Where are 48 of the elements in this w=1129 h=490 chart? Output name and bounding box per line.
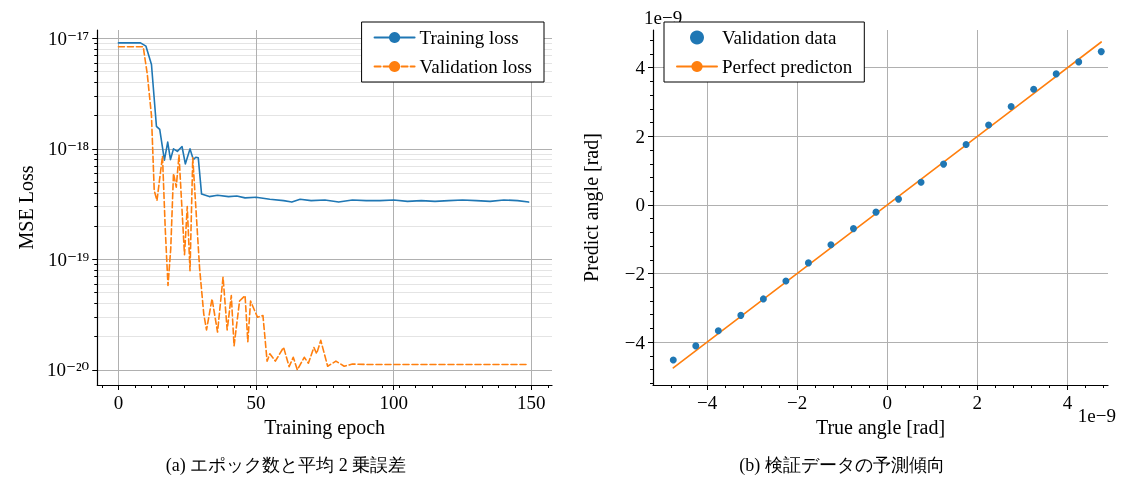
y-tick-label: −4 — [624, 331, 646, 353]
point — [759, 295, 767, 303]
x-tick-label: −4 — [696, 392, 718, 413]
point — [669, 356, 677, 364]
point — [1075, 58, 1083, 66]
point — [737, 311, 745, 319]
point — [804, 259, 812, 267]
point — [917, 178, 925, 186]
point — [1007, 102, 1015, 110]
x-tick-label: 50 — [246, 392, 266, 413]
legend-label: Validation data — [722, 27, 838, 48]
x-tick-label: −2 — [787, 392, 808, 413]
legend-label: Perfect predicton — [722, 56, 853, 77]
point — [985, 121, 993, 129]
text: 1e−9 — [1077, 405, 1117, 426]
y-tick-label: 0 — [635, 194, 645, 216]
y-tick-label: 4 — [635, 57, 646, 79]
y-tick-label: 10⁻¹⁷ — [47, 27, 90, 49]
x-tick-label: 0 — [882, 392, 893, 413]
point — [1052, 70, 1060, 78]
point — [962, 141, 970, 149]
x-tick-label: 2 — [972, 392, 983, 413]
legend-label: Validation loss — [419, 56, 533, 77]
y-tick-label: 10⁻¹⁹ — [47, 248, 90, 270]
y-tick-label: 2 — [635, 125, 645, 147]
text: (b) 検証データの予測傾向 — [739, 455, 945, 476]
point — [895, 195, 903, 203]
x-tick-label: 4 — [1062, 392, 1073, 413]
x-tick-label: 150 — [517, 392, 546, 413]
legend-label: Training loss — [419, 27, 519, 48]
point — [849, 225, 857, 233]
point — [827, 241, 835, 249]
y-tick-label: 10⁻¹⁸ — [47, 138, 90, 160]
point — [1097, 48, 1105, 56]
y-tick-label: 10⁻²⁰ — [46, 359, 90, 381]
x-tick-label: 0 — [113, 392, 124, 413]
y-axis-title: Predict angle [rad] — [580, 133, 603, 282]
point — [714, 327, 722, 335]
x-tick-label: 100 — [379, 392, 408, 413]
point — [692, 342, 700, 350]
x-axis-title: True angle [rad] — [815, 415, 946, 439]
x-axis-title: Training epoch — [264, 415, 386, 439]
point — [782, 277, 790, 285]
point — [940, 160, 948, 168]
y-axis-title: MSE Loss — [15, 165, 37, 250]
text: (a) エポック数と平均 2 乗誤差 — [165, 455, 407, 476]
y-tick-label: −2 — [624, 263, 645, 285]
point — [1030, 85, 1038, 93]
